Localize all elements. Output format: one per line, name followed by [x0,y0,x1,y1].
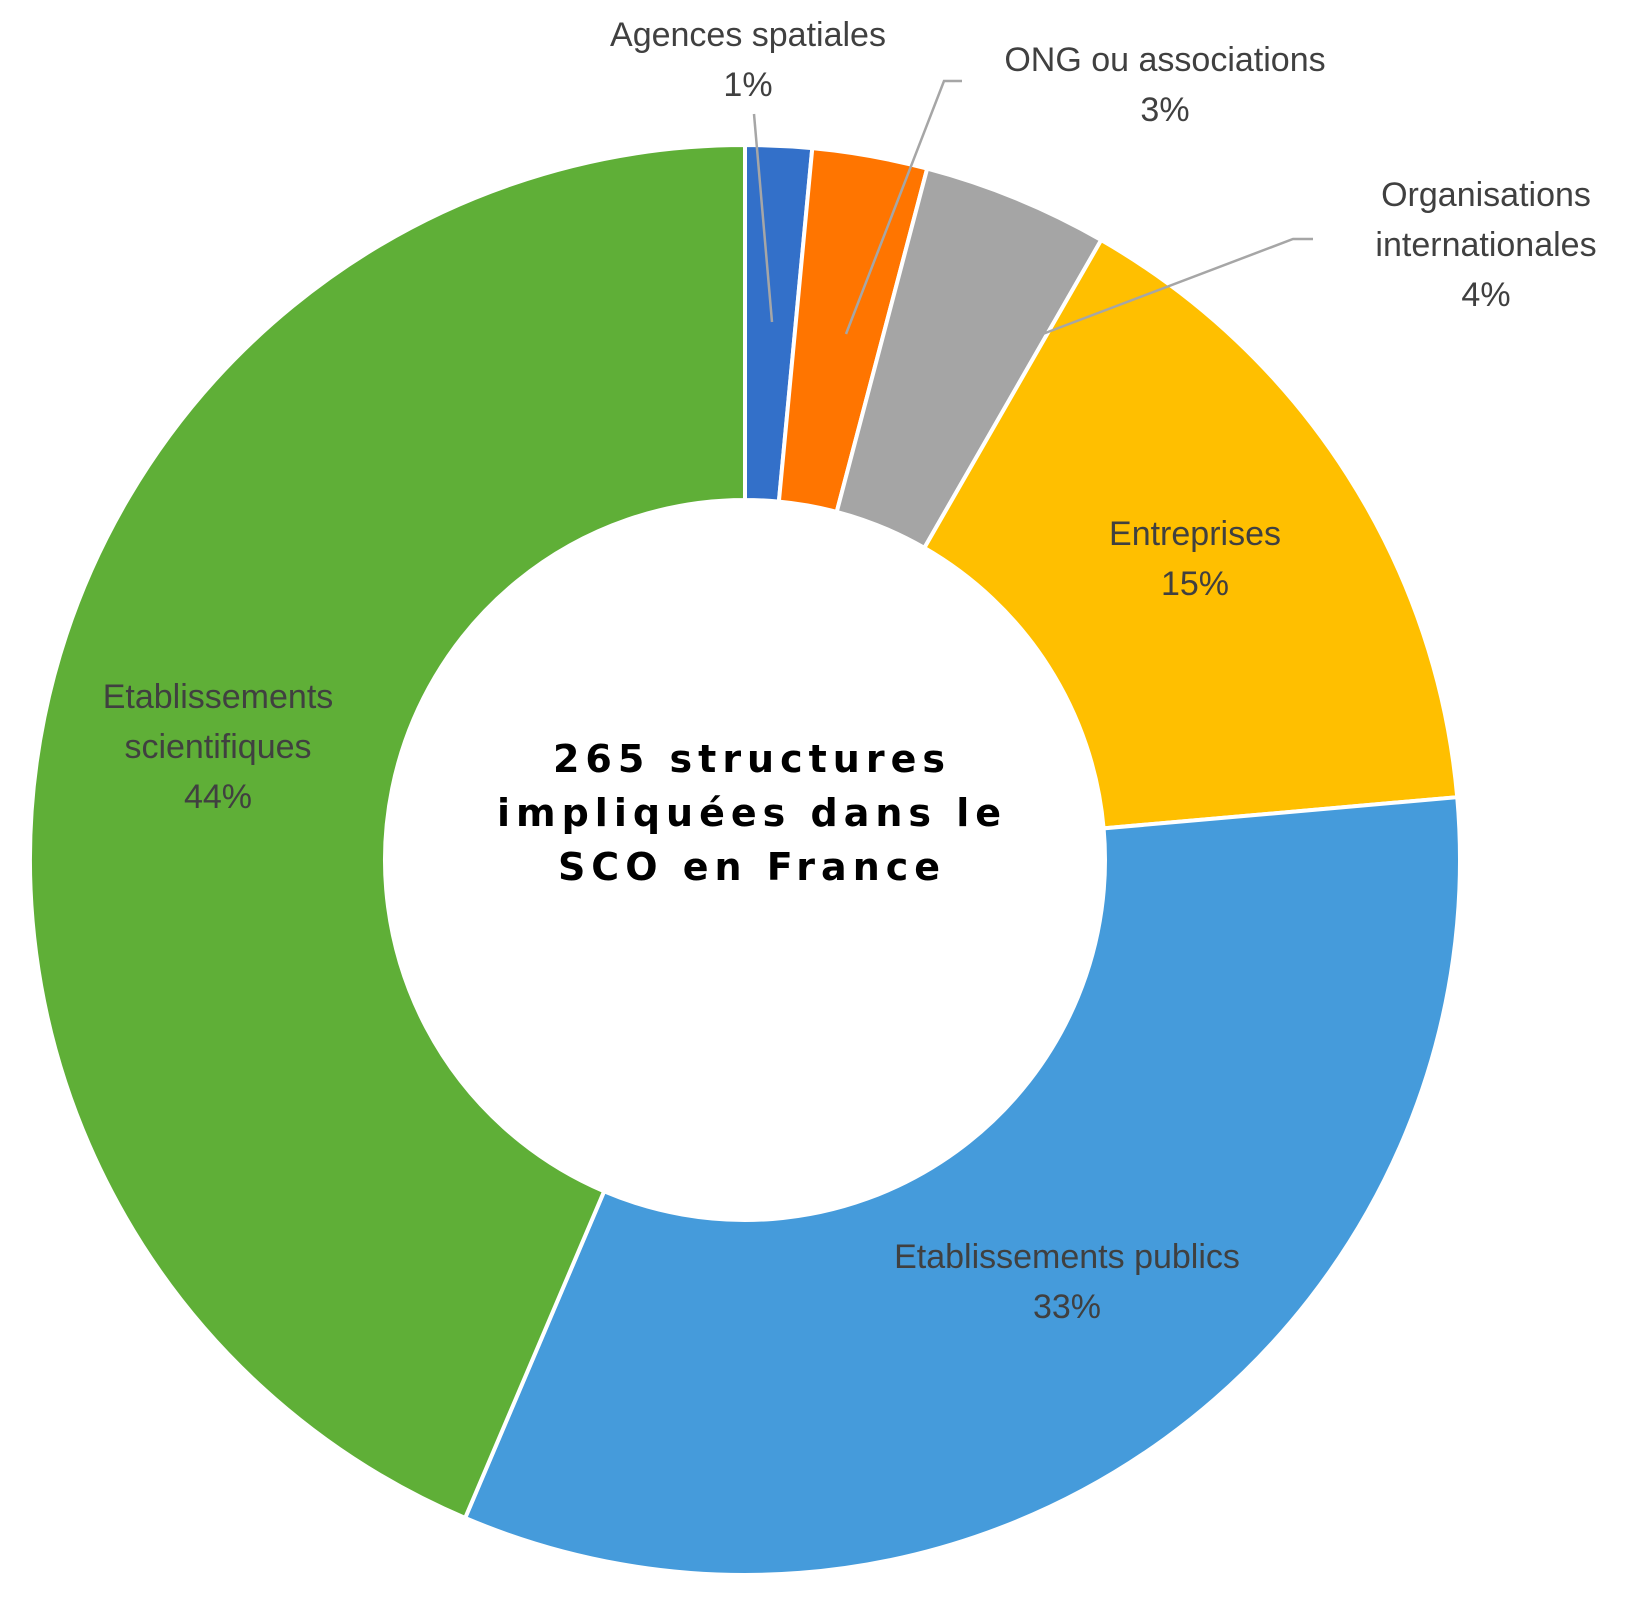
center-title-line-1: impliquées dans le [497,791,1007,835]
slice-name-line-5-1: scientifiques [124,728,311,766]
slice-name-line-2-1: internationales [1375,226,1596,264]
center-title-line-0: 265 structures [553,737,951,781]
slice-label-2: Organisations internationales 4% [1375,176,1596,314]
slice-percent-1: 3% [1140,91,1189,129]
data-labels-group: Agences spatiales 1% ONG ou associations 3%… [103,16,1597,1326]
slice-label-4: Etablissements publics 33% [894,1238,1240,1326]
slice-name-line-1-0: ONG ou associations [1004,41,1325,79]
slice-percent-4: 33% [1033,1288,1101,1326]
slice-name-line-0-0: Agences spatiales [610,16,886,54]
slice-name-line-2-0: Organisations [1381,176,1591,214]
slice-4 [463,795,1462,1578]
slice-name-line-4-0: Etablissements publics [894,1238,1240,1276]
leader-line-0 [752,113,774,323]
leader-line-2 [1039,237,1313,337]
slice-5 [28,143,747,1520]
slice-percent-3: 15% [1161,565,1229,603]
slice-label-5: Etablissements scientifiques 44% [103,678,334,816]
slices-group [28,143,1462,1578]
slice-3 [922,238,1460,831]
slice-name-line-5-0: Etablissements [103,678,334,716]
slice-label-1: ONG ou associations 3% [1004,41,1325,129]
slice-percent-5: 44% [184,778,252,816]
slice-label-0: Agences spatiales 1% [610,16,886,104]
center-title: 265 structures impliquées dans le SCO en F… [497,737,1007,889]
center-title-line-2: SCO en France [558,845,946,889]
slice-name-line-3-0: Entreprises [1109,515,1281,553]
leader-lines-group [752,79,1313,337]
slice-percent-2: 4% [1461,276,1510,314]
slice-label-3: Entreprises 15% [1109,515,1281,603]
slice-percent-0: 1% [723,66,772,104]
leader-line-1 [844,79,962,335]
